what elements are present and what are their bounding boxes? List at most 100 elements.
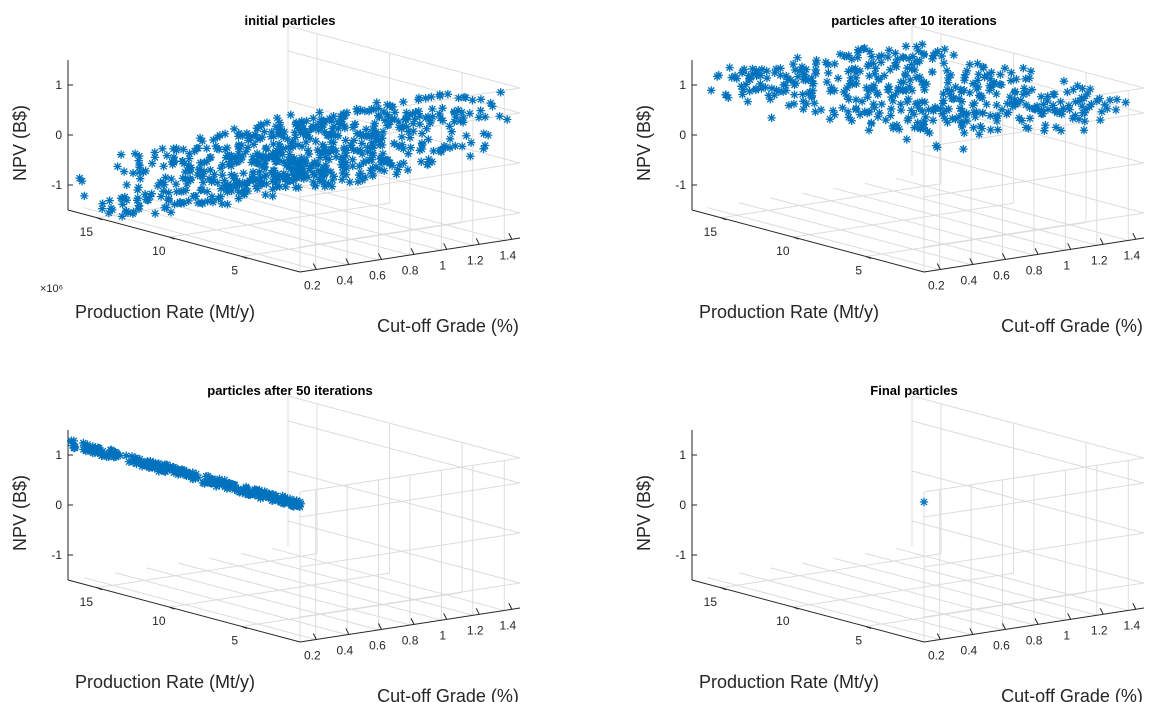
data-point: [311, 181, 320, 191]
data-point: [453, 105, 463, 115]
data-point: [275, 118, 284, 127]
data-point: [901, 42, 911, 51]
data-point: [1025, 74, 1034, 83]
data-point: [1071, 111, 1080, 120]
data-point: [864, 126, 874, 135]
data-point: [356, 105, 365, 115]
data-point: [1039, 100, 1048, 109]
x-tick-label: 1.2: [467, 253, 484, 267]
data-point: [150, 148, 159, 157]
data-point: [1051, 123, 1061, 132]
data-point: [288, 501, 297, 511]
data-point: [257, 489, 267, 498]
data-point: [141, 166, 150, 176]
data-point: [216, 184, 226, 193]
data-point: [1078, 84, 1087, 93]
data-point: [139, 460, 148, 469]
data-point: [386, 117, 395, 126]
data-point: [411, 107, 420, 117]
data-point: [360, 106, 370, 116]
data-point: [185, 154, 194, 163]
data-point: [271, 122, 281, 131]
data-point: [226, 181, 235, 190]
data-point: [917, 77, 927, 86]
data-point: [738, 90, 747, 99]
data-point: [903, 116, 912, 125]
data-point: [374, 104, 383, 113]
data-point: [992, 89, 1001, 99]
data-point: [255, 167, 264, 177]
data-point: [297, 116, 306, 126]
data-point: [390, 139, 399, 149]
data-point: [172, 187, 181, 196]
data-point: [288, 137, 297, 146]
data-point: [321, 153, 331, 162]
data-point: [198, 199, 207, 208]
data-point: [209, 175, 218, 184]
data-point: [807, 73, 817, 83]
data-point: [186, 470, 195, 480]
data-point: [328, 175, 337, 185]
data-point: [909, 110, 919, 119]
data-point: [738, 85, 748, 94]
data-point: [288, 158, 298, 168]
data-point: [841, 51, 851, 61]
data-point: [884, 82, 893, 91]
data-point: [286, 110, 295, 120]
chart-title: particles after 10 iterations: [831, 13, 996, 28]
data-point: [309, 114, 318, 123]
data-point: [159, 162, 168, 171]
data-point: [227, 170, 236, 180]
data-point: [404, 149, 413, 158]
data-point: [266, 132, 276, 141]
data-point: [248, 152, 258, 162]
data-point: [438, 103, 447, 113]
data-point: [1056, 97, 1065, 107]
z-axis-label: NPV (B$): [10, 475, 30, 551]
data-point: [222, 484, 232, 493]
data-point: [1013, 99, 1022, 108]
z-tick-label: 1: [55, 448, 62, 462]
data-point: [992, 116, 1002, 126]
data-point: [740, 65, 749, 74]
data-point: [387, 114, 396, 124]
data-point: [133, 185, 142, 195]
data-point: [113, 162, 122, 171]
data-point: [240, 180, 249, 189]
data-point: [375, 165, 385, 174]
data-point: [277, 127, 286, 136]
data-point: [757, 84, 766, 93]
data-point: [429, 146, 438, 156]
data-point: [313, 166, 323, 175]
data-point: [194, 473, 203, 482]
data-point: [789, 99, 799, 109]
data-point: [239, 190, 249, 199]
data-point: [235, 144, 244, 154]
data-point: [1043, 92, 1052, 101]
data-point: [216, 163, 226, 173]
y-axis-label: Production Rate (Mt/y): [699, 672, 879, 692]
data-point: [241, 147, 250, 157]
data-point: [246, 133, 255, 142]
data-point: [805, 87, 814, 97]
data-point: [480, 141, 490, 150]
data-point: [1037, 109, 1046, 119]
data-point: [184, 196, 193, 206]
data-point: [206, 165, 215, 175]
data-point: [417, 144, 427, 154]
data-point: [371, 162, 381, 171]
x-tick-label: 0.6: [369, 268, 386, 282]
data-point: [315, 148, 324, 157]
data-point: [1050, 106, 1059, 115]
data-point: [308, 123, 318, 133]
y-tick-label: 5: [855, 264, 862, 278]
data-point: [1010, 95, 1020, 104]
data-point: [922, 79, 931, 89]
data-point: [160, 180, 169, 189]
data-point: [402, 122, 411, 131]
data-point: [216, 192, 225, 201]
data-point: [203, 197, 212, 206]
data-point: [195, 165, 204, 175]
data-point: [291, 120, 300, 129]
chart-title: initial particles: [244, 13, 335, 28]
